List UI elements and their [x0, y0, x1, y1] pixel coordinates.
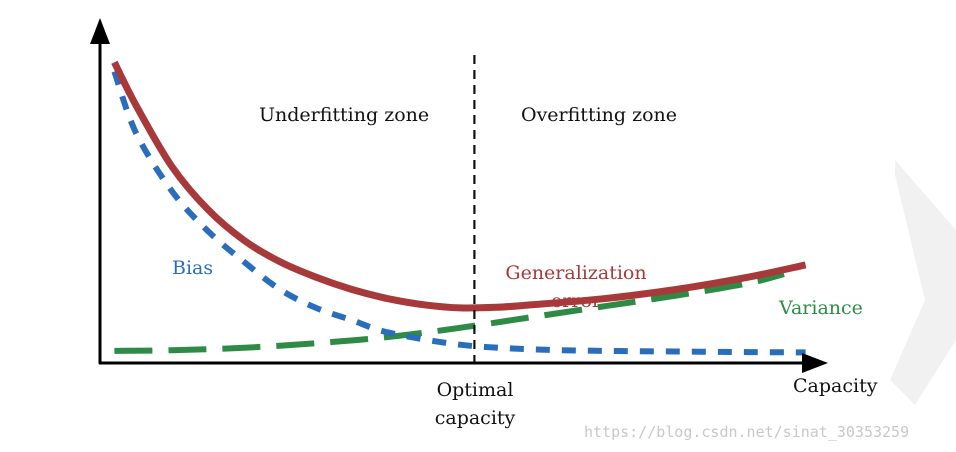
variance-series-label: Variance [779, 297, 863, 319]
overfitting-zone-label: Overfitting zone [521, 104, 678, 126]
generalization-error-label-line-1: Generalization [505, 262, 647, 284]
generalization-error-label-line-2: error [551, 290, 601, 312]
y-axis-arrow [90, 18, 110, 44]
generalization-error-curve [111, 60, 807, 312]
generalization-error-label: Generalization error [505, 259, 647, 315]
bias-series-label: Bias [172, 257, 214, 279]
decorative-chevron [890, 160, 956, 405]
x-axis-label: Capacity [793, 375, 878, 397]
optimal-capacity-label-line-2: capacity [434, 407, 516, 429]
optimal-capacity-label: Optimal capacity [415, 376, 535, 432]
variance-curve [114, 271, 785, 354]
series-layer [111, 60, 807, 356]
underfitting-zone-label: Underfitting zone [259, 104, 430, 126]
optimal-capacity-label-line-1: Optimal [436, 379, 514, 401]
watermark: https://blog.csdn.net/sinat_30353259 [584, 423, 910, 441]
x-axis-arrow [802, 353, 828, 373]
